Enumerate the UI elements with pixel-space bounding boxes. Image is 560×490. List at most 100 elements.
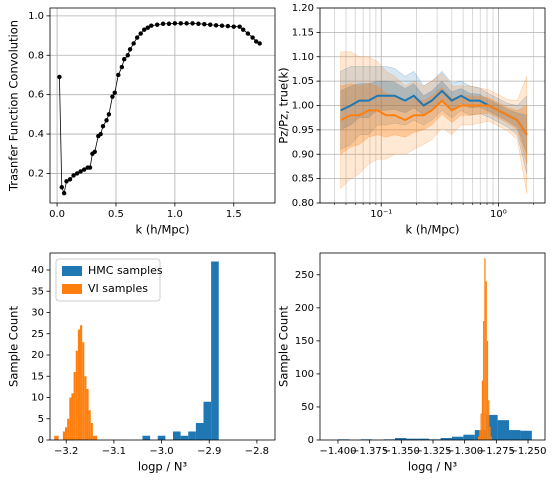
data-point bbox=[104, 118, 109, 123]
histogram-bar bbox=[142, 435, 151, 440]
data-point bbox=[138, 31, 143, 36]
histogram-bar bbox=[73, 372, 76, 440]
data-point bbox=[71, 173, 76, 178]
histogram-bar bbox=[56, 435, 59, 440]
data-point bbox=[184, 21, 189, 26]
y-tick-label: 0.90 bbox=[292, 149, 314, 160]
histogram-bar bbox=[54, 435, 57, 440]
histogram-bar bbox=[195, 423, 204, 440]
x-tick-label: −3.2 bbox=[54, 446, 78, 457]
error-band bbox=[340, 83, 528, 165]
data-point bbox=[154, 22, 160, 27]
x-tick-label: −1.400 bbox=[319, 446, 356, 457]
histogram-bar bbox=[489, 426, 491, 440]
histogram-bar bbox=[88, 410, 91, 440]
histogram-bar bbox=[483, 321, 485, 440]
y-tick-label: 0.95 bbox=[292, 125, 314, 136]
data-point bbox=[106, 112, 112, 117]
histogram-bar bbox=[188, 431, 196, 440]
x-tick-label: −1.300 bbox=[446, 446, 483, 457]
data-point bbox=[112, 90, 117, 95]
y-tick-label: 1.00 bbox=[292, 101, 314, 112]
histogram-bar bbox=[67, 418, 70, 440]
data-point bbox=[202, 21, 207, 27]
legend: HMC samples VI samples bbox=[55, 258, 163, 302]
histogram-bar bbox=[488, 400, 490, 440]
y-tick-label: 100 bbox=[295, 369, 314, 380]
histogram-bar bbox=[490, 436, 492, 440]
panel: −1.400−1.375−1.350−1.325−1.300−1.275−1.2… bbox=[277, 252, 547, 474]
histogram-bar bbox=[480, 413, 482, 440]
histogram-bar bbox=[486, 340, 489, 440]
histogram-bar bbox=[481, 380, 484, 440]
data-point bbox=[92, 149, 97, 154]
data-point bbox=[149, 23, 154, 28]
histogram-bar bbox=[84, 376, 87, 440]
histogram-bar bbox=[477, 436, 480, 440]
x-tick-label: 1.0 bbox=[167, 209, 183, 220]
x-tick-label: 10⁻¹ bbox=[370, 209, 392, 220]
histogram-bar bbox=[77, 329, 81, 440]
y-tick-label: 30 bbox=[31, 308, 44, 319]
data-point bbox=[213, 23, 219, 28]
plot-area bbox=[337, 258, 532, 440]
x-tick-label: −1.350 bbox=[383, 446, 420, 457]
histogram-bar bbox=[509, 430, 521, 440]
data-point bbox=[59, 185, 64, 190]
histogram-bar bbox=[486, 414, 498, 440]
data-point bbox=[78, 169, 83, 174]
y-tick-label: 0 bbox=[38, 435, 44, 446]
y-tick-label: 0.6 bbox=[28, 90, 44, 101]
data-point bbox=[127, 47, 133, 52]
histogram-bar bbox=[157, 435, 166, 440]
data-point bbox=[119, 64, 125, 70]
y-tick-label: 15 bbox=[31, 371, 44, 382]
histogram-bar bbox=[484, 258, 486, 440]
histogram-bar bbox=[452, 436, 464, 440]
histogram-bar bbox=[95, 435, 98, 440]
data-point bbox=[245, 31, 251, 36]
x-tick-label: −1.325 bbox=[414, 446, 451, 457]
x-tick-label: 0.0 bbox=[49, 209, 65, 220]
histogram-bar bbox=[203, 401, 212, 440]
x-tick-label: −3.0 bbox=[149, 446, 173, 457]
y-tick-label: 0.80 bbox=[292, 198, 314, 209]
y-tick-label: 5 bbox=[38, 414, 44, 425]
histogram-bar bbox=[92, 435, 96, 440]
data-point bbox=[240, 27, 246, 32]
x-axis-label: k (h/Mpc) bbox=[136, 223, 190, 237]
x-axis-label: k (h/Mpc) bbox=[406, 223, 460, 237]
data-point bbox=[253, 39, 259, 44]
axes-frame bbox=[319, 7, 546, 204]
x-axis-label: logq / N³ bbox=[408, 460, 458, 474]
data-point bbox=[178, 21, 183, 26]
data-point bbox=[231, 24, 236, 29]
panel: 0.0 0.5 1.0 1.5 0.2 0.4 0.6 0.8 1.0 k (h/Mpc) Tras… bbox=[7, 7, 276, 237]
y-tick-label: 1.15 bbox=[292, 27, 314, 38]
histogram-bar bbox=[463, 434, 475, 440]
x-tick-label: −3.1 bbox=[102, 446, 126, 457]
y-tick-label: 1.0 bbox=[28, 11, 44, 22]
data-point bbox=[98, 131, 103, 137]
data-point bbox=[250, 35, 255, 40]
histogram-bar bbox=[180, 435, 189, 440]
data-point bbox=[110, 94, 115, 99]
data-point bbox=[81, 167, 87, 172]
data-point bbox=[142, 27, 147, 32]
histogram-bar bbox=[440, 438, 453, 440]
y-tick-label: 10 bbox=[31, 393, 44, 404]
data-point bbox=[190, 21, 195, 26]
histogram-bar bbox=[417, 438, 430, 440]
data-point bbox=[237, 24, 242, 29]
histogram-bar bbox=[82, 342, 85, 440]
error-band bbox=[340, 66, 528, 174]
histogram-bar bbox=[65, 427, 68, 440]
data-point bbox=[74, 171, 80, 176]
histogram-bar bbox=[485, 281, 487, 440]
histogram-bar bbox=[406, 438, 418, 440]
x-tick-label: −1.250 bbox=[510, 446, 547, 457]
data-point bbox=[116, 72, 121, 78]
histogram-bar bbox=[69, 397, 72, 440]
x-tick-label: 1.5 bbox=[226, 209, 242, 220]
plot-area bbox=[340, 51, 528, 194]
